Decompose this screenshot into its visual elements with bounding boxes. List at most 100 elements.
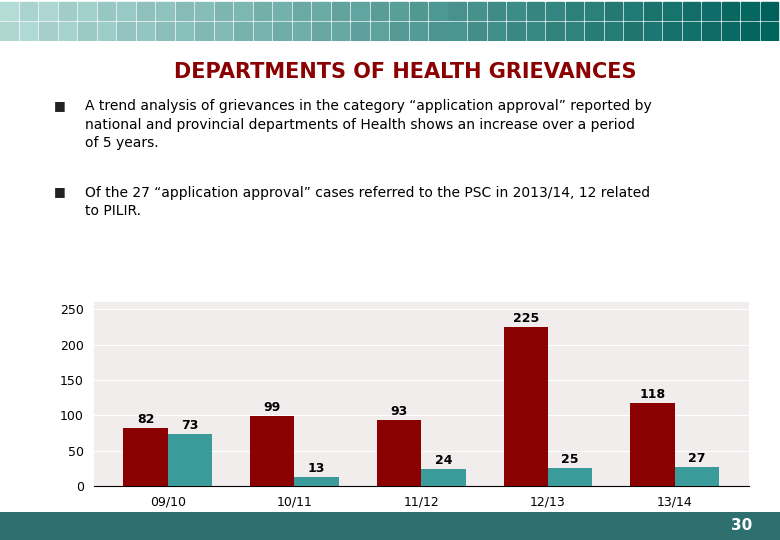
Bar [526,22,544,40]
Bar [20,2,37,20]
Bar [176,2,193,20]
Bar [58,22,76,40]
Bar [78,22,96,40]
Bar [195,22,213,40]
Bar [58,2,76,20]
Bar [234,2,252,20]
Bar [20,22,37,40]
Bar [234,22,252,40]
Bar [760,22,778,40]
Bar [370,22,388,40]
Bar [78,2,96,20]
Bar [98,2,115,20]
Bar [390,22,408,40]
Bar [702,22,720,40]
Bar [39,22,57,40]
Bar [468,2,486,20]
Bar [604,22,622,40]
Bar [429,22,447,40]
Bar [351,22,369,40]
Text: 27: 27 [688,452,706,465]
Bar [377,420,421,486]
Bar [215,22,232,40]
Bar [98,22,115,40]
Bar [507,22,525,40]
Text: 82: 82 [136,413,154,426]
Bar [292,2,310,20]
Text: 25: 25 [562,453,579,466]
Bar [548,468,592,486]
Bar [0,2,18,20]
Legend: Cases Reported to Department, Cases investigated by PSC: Cases Reported to Department, Cases inve… [175,512,602,535]
Bar [351,2,369,20]
Bar [663,2,681,20]
Bar [332,2,349,20]
Bar [250,416,295,486]
Bar [410,2,427,20]
Bar [468,22,486,40]
Bar [0,22,18,40]
Text: 93: 93 [391,405,408,418]
Bar [585,22,603,40]
Bar [117,22,135,40]
Text: 30: 30 [732,518,753,534]
Text: 13: 13 [308,462,325,475]
Bar [682,2,700,20]
Bar [195,2,213,20]
Bar [421,469,466,486]
Text: Of the 27 “application approval” cases referred to the PSC in 2013/14, 12 relate: Of the 27 “application approval” cases r… [86,186,651,218]
Bar [682,22,700,40]
Bar [644,2,661,20]
Bar [448,22,466,40]
Bar [722,22,739,40]
Bar [488,2,505,20]
Text: 73: 73 [181,420,199,433]
Bar [675,467,719,486]
Bar [168,435,212,486]
Bar [156,22,174,40]
Bar [546,2,564,20]
Bar [312,2,330,20]
Bar [741,2,759,20]
Bar [624,22,642,40]
Bar [624,2,642,20]
Text: ■: ■ [54,99,66,112]
Bar [136,2,154,20]
Bar [273,22,291,40]
Bar [390,2,408,20]
Bar [254,22,271,40]
Bar [312,22,330,40]
Bar [429,2,447,20]
Bar [760,2,778,20]
Bar [332,22,349,40]
Bar [546,22,564,40]
Bar [254,2,271,20]
Bar [156,2,174,20]
Bar [39,2,57,20]
Text: 118: 118 [640,388,665,401]
Bar [604,2,622,20]
Bar [176,22,193,40]
Bar [663,22,681,40]
Bar [123,428,168,486]
Bar [370,2,388,20]
Bar [117,2,135,20]
Bar [566,22,583,40]
Bar [702,2,720,20]
Bar [448,2,466,20]
Bar [215,2,232,20]
Bar [488,22,505,40]
Bar [410,22,427,40]
Bar [273,2,291,20]
Bar [526,2,544,20]
Text: DEPARTMENTS OF HEALTH GRIEVANCES: DEPARTMENTS OF HEALTH GRIEVANCES [175,62,636,83]
Text: ■: ■ [54,186,66,199]
Text: 99: 99 [264,401,281,414]
Bar [136,22,154,40]
Bar [722,2,739,20]
Bar [295,477,339,486]
Text: 24: 24 [434,454,452,467]
Bar [741,22,759,40]
Text: A trend analysis of grievances in the category “application approval” reported b: A trend analysis of grievances in the ca… [86,99,652,150]
Text: 225: 225 [512,312,539,325]
